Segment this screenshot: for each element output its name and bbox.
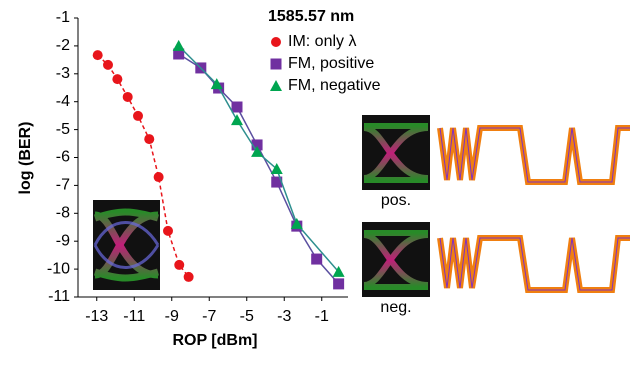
x-axis-label: ROP [dBm] — [172, 332, 257, 349]
y-axis-label: log (BER) — [17, 122, 34, 195]
inset-label: pos. — [381, 192, 411, 209]
point — [311, 254, 322, 265]
eye-diagram — [362, 222, 430, 297]
point — [93, 50, 103, 60]
point — [173, 40, 185, 51]
y-tick-label: -9 — [56, 232, 70, 249]
eye-diagram-insets — [93, 115, 632, 312]
point — [154, 172, 164, 182]
eye-diagram — [362, 115, 430, 190]
point — [184, 272, 194, 282]
x-tick-label: -5 — [240, 308, 254, 325]
waveform — [437, 222, 632, 312]
legend-marker — [271, 37, 281, 47]
x-tick-label: -11 — [123, 308, 145, 325]
waveform — [437, 115, 632, 205]
point — [144, 134, 154, 144]
y-tick-label: -3 — [56, 65, 70, 82]
chart: pos. neg. ROP [dBm] log (BER) 1585.57 nm… — [0, 0, 636, 360]
legend-marker — [270, 80, 282, 91]
point — [174, 260, 184, 270]
y-tick-label: -6 — [56, 149, 70, 166]
eye-diagram — [93, 200, 160, 290]
y-tick-label: -4 — [56, 93, 70, 110]
legend-title: 1585.57 nm — [268, 8, 354, 25]
legend-marker — [271, 59, 282, 70]
y-tick-label: -11 — [48, 288, 70, 305]
x-tick-label: -3 — [277, 308, 291, 325]
y-tick-label: -10 — [47, 260, 70, 277]
point — [232, 102, 243, 113]
inset-label: neg. — [380, 299, 411, 316]
x-tick-label: -7 — [202, 308, 216, 325]
y-tick-label: -8 — [56, 205, 70, 222]
x-tick-label: -9 — [165, 308, 179, 325]
y-tick-label: -1 — [56, 9, 70, 26]
y-tick-label: -5 — [56, 121, 70, 138]
point — [103, 60, 113, 70]
y-tick-label: -7 — [56, 177, 70, 194]
point — [112, 74, 122, 84]
point — [133, 111, 143, 121]
legend-label: IM: only λ — [288, 33, 356, 50]
point — [163, 226, 173, 236]
legend-label: FM, positive — [288, 55, 374, 72]
y-tick-label: -2 — [56, 37, 70, 54]
x-tick-label: -13 — [85, 308, 108, 325]
point — [333, 278, 344, 289]
point — [123, 92, 133, 102]
x-tick-label: -1 — [315, 308, 329, 325]
legend-label: FM, negative — [288, 77, 381, 94]
